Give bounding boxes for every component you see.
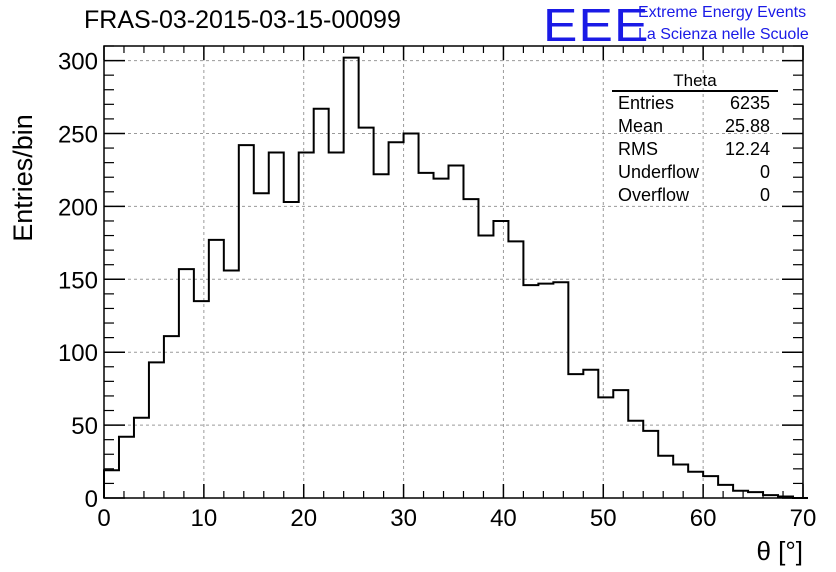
stats-label: RMS: [618, 139, 658, 159]
logo-line-2: La Scienza nelle Scuole: [638, 26, 809, 43]
histogram-bin: [733, 491, 748, 498]
histogram-bin: [628, 421, 643, 498]
histogram-bin: [703, 476, 718, 498]
histogram-bin: [478, 236, 493, 498]
histogram-bin: [389, 142, 404, 498]
stats-label: Overflow: [618, 185, 690, 205]
stats-row-rms: RMS 12.24: [612, 138, 778, 161]
histogram-bin: [673, 464, 688, 498]
histogram-bin: [134, 418, 149, 498]
histogram-bin: [149, 362, 164, 498]
eee-logo-mark: EEE: [543, 0, 650, 51]
histogram-bin: [239, 145, 254, 498]
histogram-bin: [374, 174, 389, 498]
histogram-bin: [284, 202, 299, 498]
y-tick-label: 100: [58, 340, 98, 367]
y-axis-title: Entries/bin: [8, 114, 38, 242]
histogram-bin: [748, 492, 763, 498]
stats-value: 0: [759, 162, 770, 182]
grid-lines: [104, 46, 803, 498]
histogram-bin: [209, 240, 224, 498]
histogram-bin: [194, 301, 209, 498]
histogram-series-theta: [103, 56, 808, 499]
plot-frame: [103, 45, 804, 499]
stats-label: Entries: [618, 93, 675, 113]
histogram-bin: [449, 166, 464, 498]
histogram-bin: [104, 470, 119, 498]
y-tick-labels: 0 50 100 150 200 250 300: [58, 49, 98, 513]
histogram-bin: [658, 456, 673, 498]
y-tick-label: 300: [58, 49, 98, 76]
histogram-bin: [179, 269, 194, 498]
stats-row-overflow: Overflow 0: [612, 184, 778, 207]
x-tick-label: 0: [97, 505, 110, 532]
histogram-bin: [643, 431, 658, 498]
histogram-bin: [164, 336, 179, 498]
x-tick-label: 40: [490, 505, 517, 532]
y-tick-label: 250: [58, 121, 98, 148]
x-tick-labels: 0 10 20 30 40 50 60 70: [97, 505, 816, 532]
x-axis-title: θ [°]: [756, 536, 803, 566]
histogram-bin: [763, 495, 778, 498]
stats-title: Theta: [612, 72, 778, 92]
stats-row-entries: Entries 6235: [612, 92, 778, 115]
histogram-bin: [583, 370, 598, 498]
x-tick-label: 20: [290, 505, 317, 532]
y-tick-label: 0: [85, 486, 98, 513]
stats-row-mean: Mean 25.88: [612, 115, 778, 138]
eee-logo: EEE Extreme Energy Events La Scienza nel…: [543, 2, 836, 50]
histogram-bin: [224, 271, 239, 498]
histogram-bin: [493, 221, 508, 498]
histogram-bin: [314, 109, 329, 498]
histogram-bin: [568, 374, 583, 498]
stats-label: Mean: [618, 116, 664, 136]
axis-ticks: [103, 45, 804, 499]
x-tick-label: 50: [590, 505, 617, 532]
histogram-bin: [419, 173, 434, 498]
logo-line-1: Extreme Energy Events: [638, 4, 807, 21]
histogram-bin: [463, 199, 478, 498]
x-tick-label: 10: [191, 505, 218, 532]
stats-value: 12.24: [724, 139, 770, 159]
histogram-bin: [119, 437, 134, 498]
histogram-bin: [778, 497, 793, 498]
histogram-bin: [523, 285, 538, 498]
histogram-bin: [538, 284, 553, 498]
histogram-bin: [299, 152, 314, 498]
x-tick-label: 60: [690, 505, 717, 532]
histogram-bin: [553, 282, 568, 498]
histogram-bin: [718, 485, 733, 498]
stats-label: Underflow: [618, 162, 700, 182]
y-tick-label: 200: [58, 194, 98, 221]
stats-value: 0: [759, 185, 770, 205]
histogram-bin: [508, 241, 523, 498]
histogram-bin: [598, 397, 613, 498]
histogram-bin: [269, 152, 284, 498]
histogram-bin: [688, 472, 703, 498]
histogram-bin: [434, 179, 449, 498]
y-tick-label: 50: [71, 413, 98, 440]
histogram-bin: [344, 58, 359, 498]
stats-value: 6235: [729, 93, 770, 113]
stats-value: 25.88: [724, 116, 770, 136]
stats-box: Theta Entries 6235 Mean 25.88 RMS 12.24 …: [612, 72, 778, 207]
histogram-bin: [254, 193, 269, 498]
histogram-bin: [613, 390, 628, 498]
chart-title: FRAS-03-2015-03-15-00099: [84, 6, 401, 34]
histogram-bin: [404, 133, 419, 498]
x-tick-label: 30: [390, 505, 417, 532]
stats-row-underflow: Underflow 0: [612, 161, 778, 184]
x-tick-label: 70: [790, 505, 817, 532]
y-tick-label: 150: [58, 267, 98, 294]
histogram-bin: [359, 128, 374, 498]
histogram-bin: [329, 152, 344, 498]
